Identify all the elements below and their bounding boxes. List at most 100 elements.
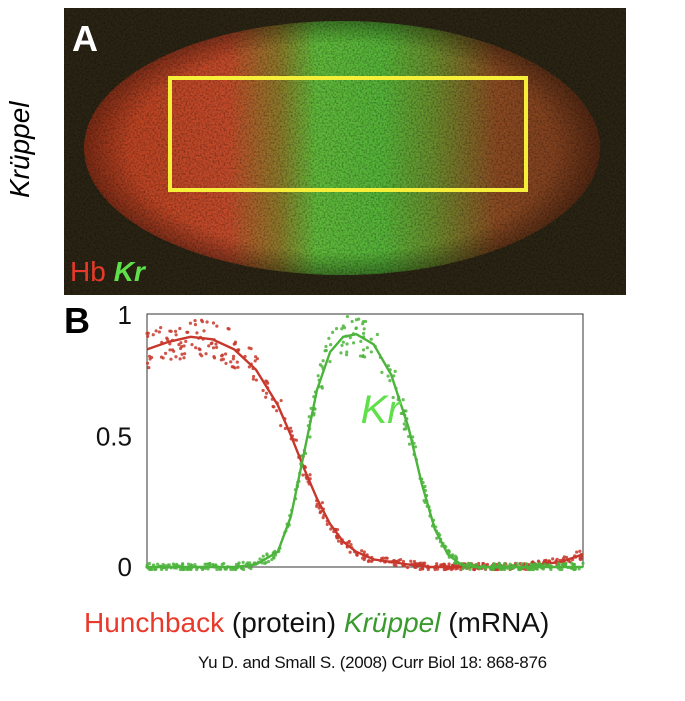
hb-sample-point	[249, 346, 253, 351]
hb-sample-point	[315, 502, 319, 506]
kr-sample-point	[492, 563, 497, 567]
kr-sample-point	[561, 562, 566, 566]
hb-sample-point	[275, 409, 279, 413]
hb-sample-point	[279, 424, 283, 428]
hb-sample-point	[272, 405, 276, 409]
kr-sample-point	[361, 354, 365, 358]
kr-sample-point	[354, 326, 358, 330]
hb-sample-point	[435, 567, 440, 571]
kr-sample-point	[354, 318, 359, 322]
hb-sample-point	[185, 330, 189, 334]
kr-sample-point	[327, 336, 331, 340]
kr-sample-point	[147, 561, 151, 566]
hb-sample-point	[188, 321, 192, 325]
hb-sample-point	[223, 352, 228, 356]
hb-sample-point	[193, 323, 198, 327]
kr-sample-point	[220, 562, 224, 566]
embryo-nuclei-texture	[86, 23, 598, 273]
hb-sample-point	[169, 329, 173, 333]
embryo-image: A Hb Kr	[64, 8, 626, 295]
hb-sample-point	[253, 359, 257, 363]
kr-sample-point	[435, 536, 439, 540]
hb-sample-point	[247, 365, 251, 369]
hb-sample-point	[420, 567, 424, 571]
kr-sample-point	[229, 567, 233, 572]
hb-sample-point	[495, 567, 499, 572]
kr-sample-point	[324, 344, 328, 349]
hb-sample-point	[575, 550, 579, 554]
hb-sample-point	[200, 319, 205, 324]
kr-sample-point	[361, 322, 365, 326]
hb-sample-point	[235, 360, 239, 364]
kr-sample-point	[164, 567, 169, 572]
kr-sample-point	[461, 567, 465, 571]
hb-sample-point	[182, 344, 186, 348]
hb-sample-point	[198, 352, 202, 356]
hb-sample-point	[146, 334, 150, 338]
hb-sample-point	[226, 326, 230, 331]
kr-sample-point	[329, 343, 333, 347]
y-tick-label: 0.5	[96, 422, 132, 452]
hb-sample-point	[221, 357, 225, 361]
kr-sample-point	[205, 562, 209, 566]
kr-sample-point	[153, 567, 157, 571]
panel-b-label: B	[64, 300, 90, 341]
kr-sample-point	[520, 562, 524, 566]
kr-sample-point	[348, 336, 352, 340]
hb-sample-point	[301, 473, 305, 477]
kr-sample-point	[340, 343, 344, 348]
kr-sample-point	[454, 555, 458, 560]
kr-sample-point	[341, 324, 345, 328]
kr-sample-point	[184, 567, 188, 571]
hb-sample-point	[182, 356, 186, 360]
hb-sample-point	[398, 558, 403, 562]
hb-sample-point	[212, 356, 217, 360]
hb-sample-point	[233, 366, 237, 370]
kr-sample-point	[464, 566, 468, 570]
hb-sample-point	[207, 344, 211, 348]
hb-sample-point	[441, 563, 445, 567]
kr-sample-point	[211, 562, 215, 567]
kr-sample-point	[234, 562, 239, 567]
hb-sample-point	[169, 357, 173, 361]
kr-fit-line	[147, 333, 583, 569]
hb-sample-point	[325, 522, 329, 526]
caption: Hunchback (protein) Krüppel (mRNA)	[84, 607, 549, 639]
embryo-micrograph	[84, 21, 600, 275]
hb-sample-point	[381, 556, 385, 560]
hb-sample-point	[180, 345, 184, 349]
kr-sample-point	[248, 561, 252, 565]
kr-sample-point	[150, 567, 154, 572]
kr-sample-point	[307, 415, 311, 419]
kr-sample-point	[391, 395, 395, 400]
hb-sample-point	[320, 501, 325, 505]
hb-sample-point	[232, 354, 236, 358]
hb-sample-point	[202, 329, 206, 333]
hb-sample-point	[211, 346, 216, 350]
kr-sample-point	[468, 567, 472, 571]
kr-sample-point	[186, 562, 191, 566]
kr-sample-point	[365, 346, 369, 350]
hb-sample-point	[544, 558, 548, 562]
kr-sample-point	[517, 567, 521, 572]
kr-sample-point	[413, 445, 418, 449]
hb-sample-point	[194, 346, 198, 350]
kr-sample-point	[200, 567, 205, 572]
kr-sample-point	[308, 435, 312, 439]
hb-sample-point	[536, 559, 541, 563]
hb-sample-point	[409, 559, 413, 563]
hb-sample-point	[349, 542, 353, 547]
hb-sample-point	[183, 352, 187, 356]
hb-sample-point	[193, 319, 197, 323]
hb-sample-point	[147, 366, 151, 370]
hb-sample-point	[190, 342, 194, 347]
kr-sample-point	[345, 314, 350, 319]
hb-sample-point	[178, 357, 182, 361]
kr-sample-point	[258, 557, 262, 561]
hb-sample-point	[308, 473, 312, 477]
kr-sample-point	[340, 327, 344, 331]
caption-mrna: (mRNA)	[440, 607, 550, 638]
kr-sample-point	[423, 484, 427, 489]
kr-sample-point	[404, 427, 408, 431]
kr-sample-point	[264, 561, 268, 565]
